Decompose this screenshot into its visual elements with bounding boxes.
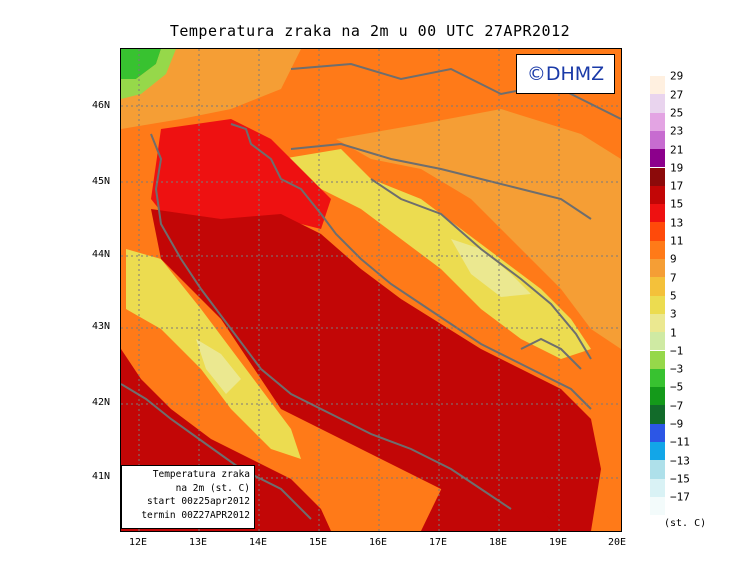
info-line-start: start 00z25apr2012 xyxy=(147,496,250,507)
legend-label: 11 xyxy=(670,234,684,248)
country-border-north xyxy=(290,62,621,120)
legend-label: −13 xyxy=(670,454,690,468)
temperature-field xyxy=(121,49,621,531)
longitude-label: 15E xyxy=(308,537,328,548)
legend-label: 7 xyxy=(670,271,677,285)
legend-swatch xyxy=(650,277,665,296)
legend-swatch xyxy=(650,442,665,461)
legend-label: 29 xyxy=(670,69,684,83)
dinaric-mountains xyxy=(281,149,591,359)
mountain-highs xyxy=(451,239,531,297)
eastern-adriatic-coast xyxy=(230,123,592,410)
legend-label: 17 xyxy=(670,179,684,193)
legend-label: 9 xyxy=(670,252,677,266)
latitude-label: 42N xyxy=(92,397,111,408)
info-line-unit: na 2m (st. C) xyxy=(175,482,250,494)
color-legend: 29 27 25 23 21 19 17 15 13 11 9 7 5 3 1 −1 −3 −5 −7 −9 −11 −1… xyxy=(650,70,720,516)
legend-label: −15 xyxy=(670,472,690,486)
legend-label: −7 xyxy=(670,399,684,413)
longitude-label: 17E xyxy=(428,537,448,548)
graticule xyxy=(121,49,621,531)
legend-swatch xyxy=(650,387,665,406)
adriatic-sea xyxy=(151,209,601,531)
legend-label: −1 xyxy=(670,344,684,358)
legend-label: 25 xyxy=(670,106,684,120)
longitude-label: 20E xyxy=(607,537,627,548)
legend-swatch xyxy=(650,130,665,150)
legend-swatch xyxy=(650,313,665,333)
latitude-label: 45N xyxy=(92,176,111,187)
longitude-label: 18E xyxy=(488,537,508,548)
legend-label: 23 xyxy=(670,124,684,138)
legend-swatch xyxy=(650,94,665,113)
legend-label: −5 xyxy=(670,380,684,394)
legend-swatch xyxy=(650,295,665,314)
alpine-cold-fringe xyxy=(121,49,176,99)
longitude-label: 13E xyxy=(188,537,208,548)
italy-apennines-highs xyxy=(196,339,241,394)
alpine-cold-area xyxy=(121,49,161,79)
legend-swatch xyxy=(650,496,665,516)
legend-label: 19 xyxy=(670,161,684,175)
tyrrhenian-coast xyxy=(121,383,312,520)
map-title: Temperatura zraka na 2m u 00 UTC 27APR20… xyxy=(169,22,571,40)
legend-label: −3 xyxy=(670,362,684,376)
country-border-montenegro xyxy=(520,337,582,370)
country-border-bosnia-serbia xyxy=(370,178,592,360)
warm-north-adriatic xyxy=(151,119,331,229)
legend-unit: (st. C) xyxy=(664,518,707,529)
legend-swatch xyxy=(650,167,665,186)
legend-swatch xyxy=(650,405,665,424)
longitude-label: 16E xyxy=(368,537,388,548)
legend-swatch xyxy=(650,478,665,497)
longitude-label: 12E xyxy=(128,537,148,548)
legend-label: 5 xyxy=(670,289,677,303)
longitude-label: 19E xyxy=(548,537,568,548)
forecast-info-box: Temperatura zraka na 2m (st. C) start 00… xyxy=(121,465,255,529)
longitude-label: 14E xyxy=(248,537,268,548)
country-border-croatia-bosnia xyxy=(290,142,592,220)
latitude-label: 43N xyxy=(92,321,111,332)
legend-label: 1 xyxy=(670,326,677,339)
latitude-label: 44N xyxy=(92,249,111,260)
legend-swatch xyxy=(650,240,665,259)
legend-label: −17 xyxy=(670,490,690,504)
legend-label: 27 xyxy=(670,88,684,102)
legend-swatch xyxy=(650,368,665,388)
info-line-parameter: Temperatura zraka xyxy=(152,469,250,480)
legend-swatch xyxy=(650,423,665,442)
northeast-interior-zone xyxy=(336,109,621,349)
legend-swatch xyxy=(650,204,665,223)
legend-swatch xyxy=(650,350,665,369)
legend-swatch xyxy=(650,149,665,168)
legend-label: 15 xyxy=(670,197,684,211)
legend-swatch xyxy=(650,460,665,479)
latitude-label: 41N xyxy=(92,471,111,482)
latitude-label: 46N xyxy=(92,100,111,111)
legend-label: −9 xyxy=(670,417,684,431)
legend-label: 13 xyxy=(670,216,684,230)
temperature-map xyxy=(120,48,622,532)
italian-adriatic-coast xyxy=(150,133,512,510)
legend-label: 3 xyxy=(670,307,677,321)
legend-swatch xyxy=(650,112,665,131)
legend-label: 21 xyxy=(670,143,684,156)
legend-swatch xyxy=(650,185,665,205)
dhmz-copyright: ©DHMZ xyxy=(516,54,615,94)
legend-swatch xyxy=(650,222,665,241)
legend-swatch xyxy=(650,259,665,278)
legend-swatch xyxy=(650,76,665,95)
coastlines-and-borders xyxy=(121,62,621,520)
legend-swatch xyxy=(650,332,665,351)
legend-label: −11 xyxy=(670,435,690,449)
ionian-sea xyxy=(421,469,561,531)
info-line-termin: termin 00Z27APR2012 xyxy=(141,509,250,521)
